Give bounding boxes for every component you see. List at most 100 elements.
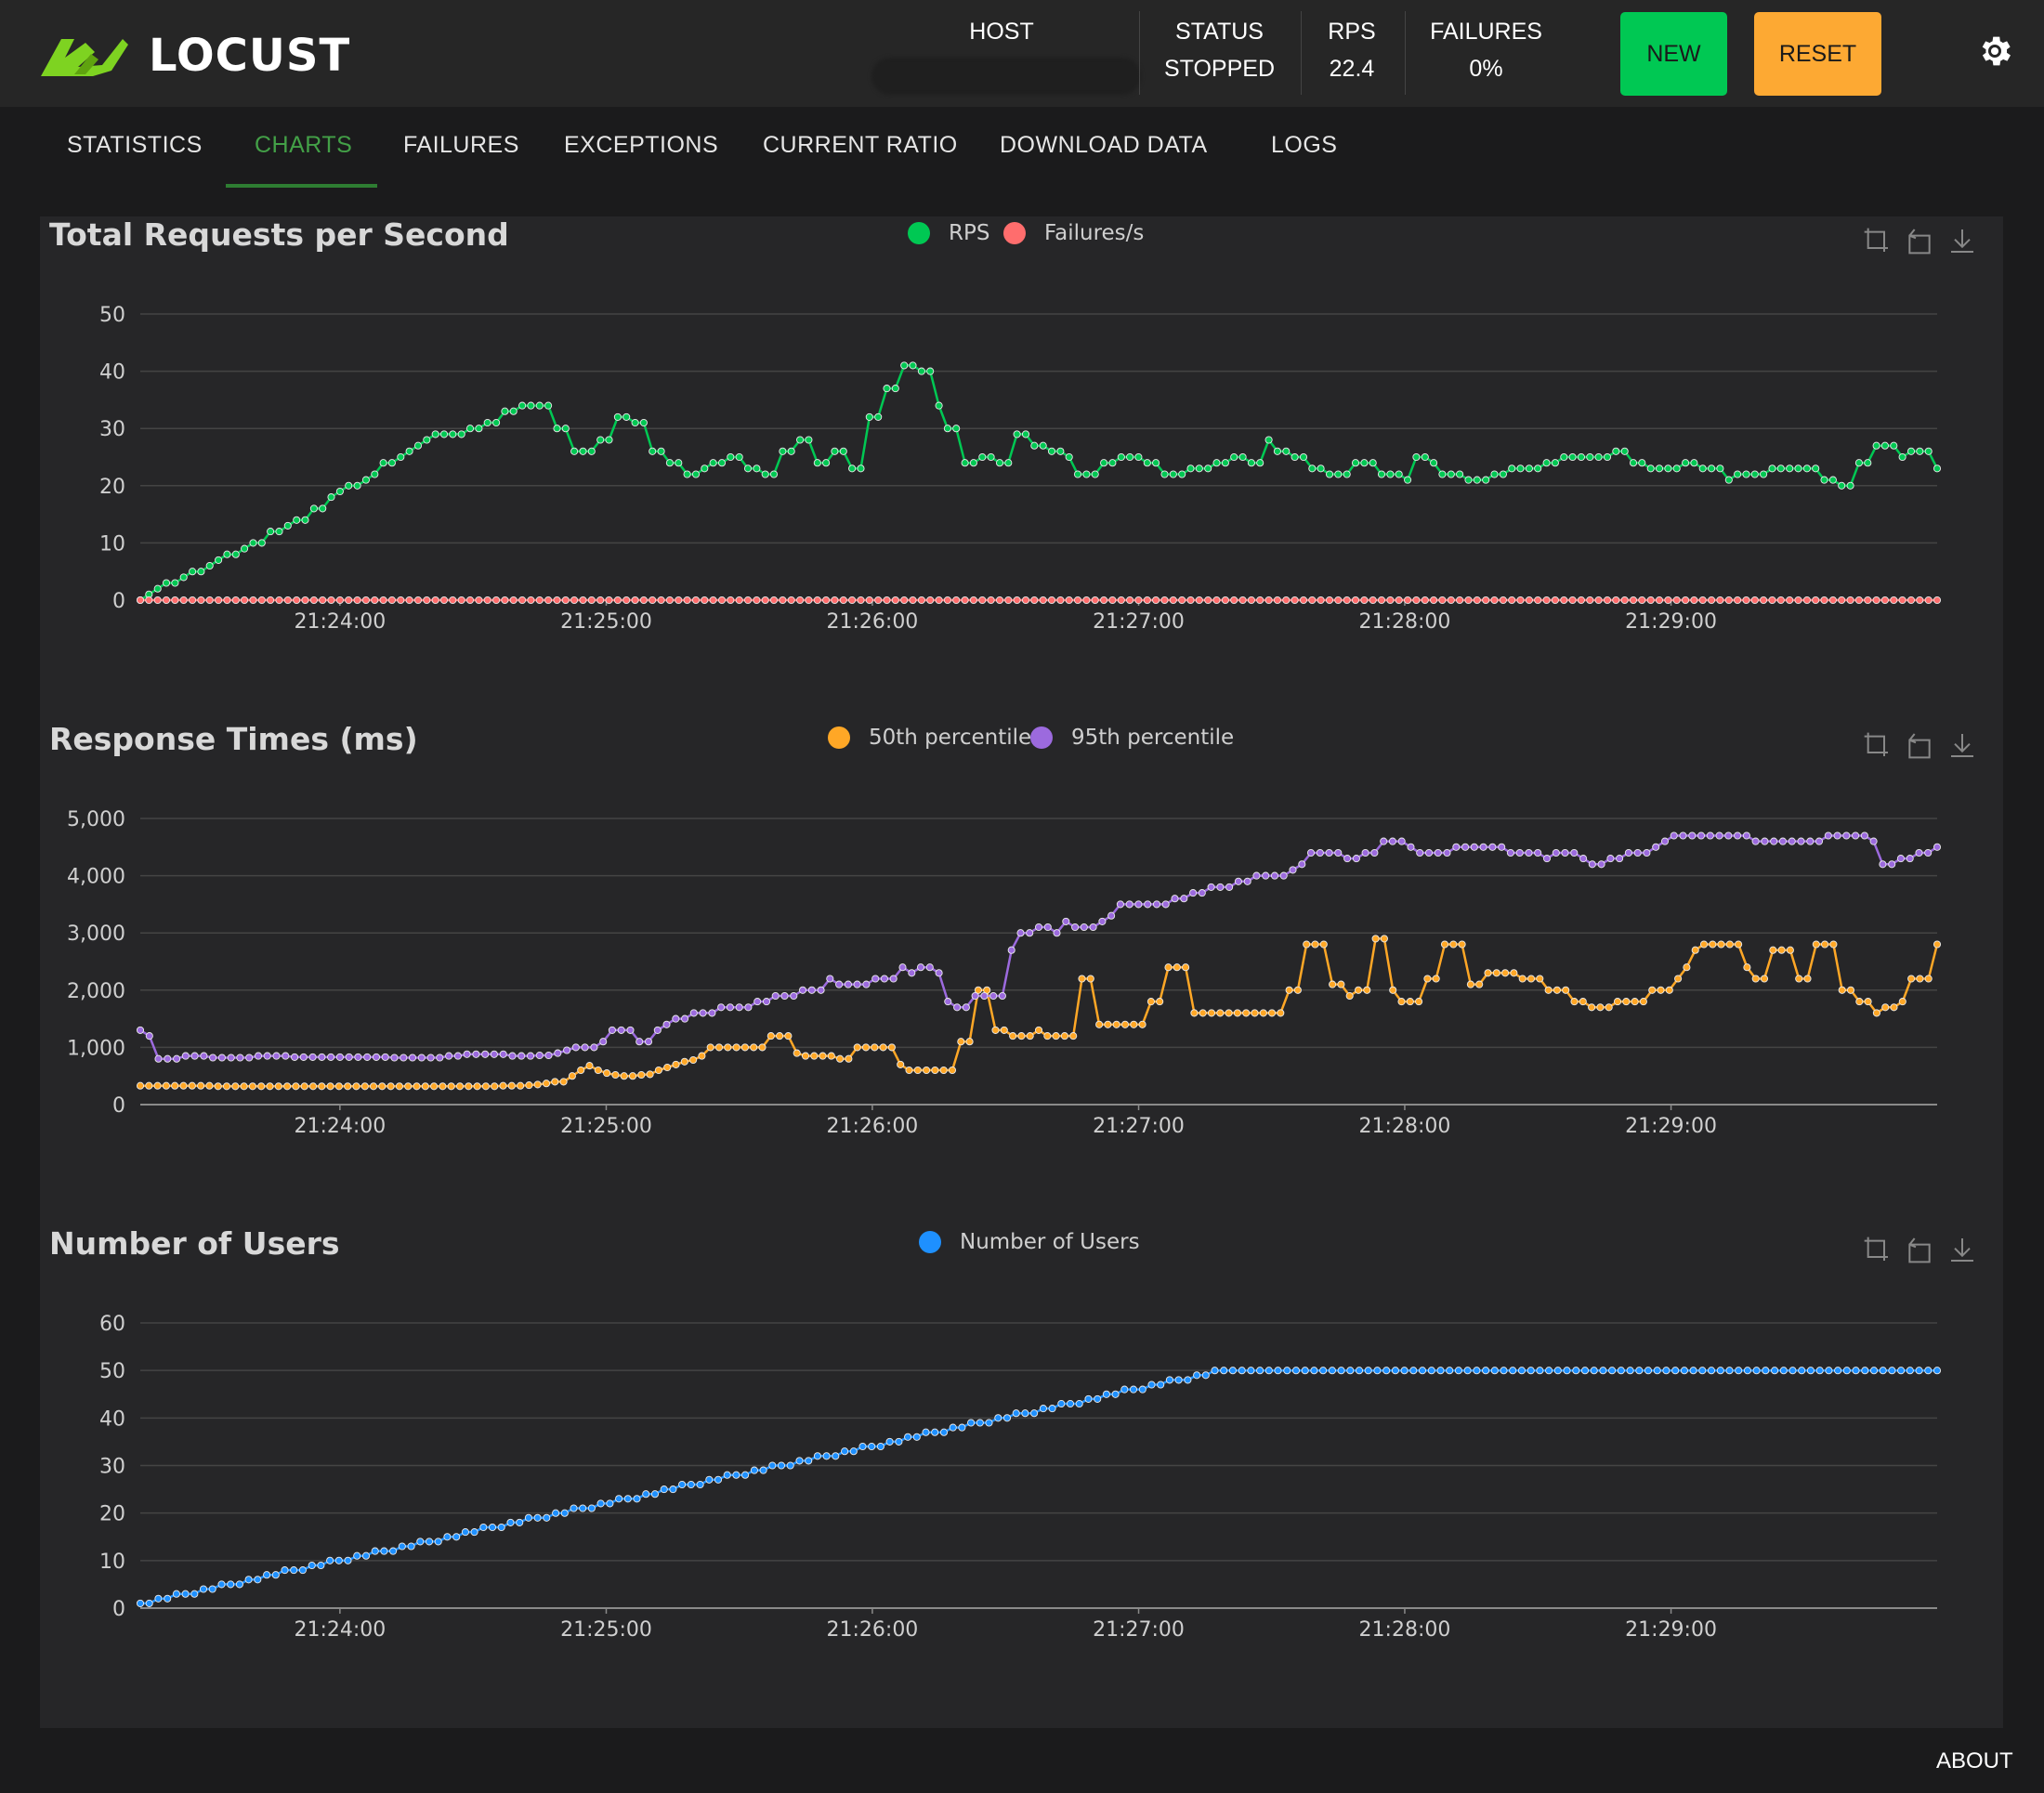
- data-point: [353, 481, 361, 490]
- data-point: [452, 1533, 461, 1541]
- tab-failures[interactable]: FAILURES: [403, 132, 519, 158]
- data-point: [1515, 848, 1524, 857]
- tab-exceptions[interactable]: EXCEPTIONS: [564, 132, 719, 158]
- data-point: [1256, 595, 1264, 605]
- about-link[interactable]: ABOUT: [1936, 1748, 2013, 1773]
- legend-rps[interactable]: RPS: [908, 221, 989, 245]
- data-point: [1786, 465, 1794, 473]
- settings-gear-icon[interactable]: [1975, 32, 2014, 71]
- response-times-chart: 0 1,000 2,000 3,000 4,000 5,000 21:24:00 21:25:…: [67, 808, 1942, 1138]
- data-point: [1273, 595, 1281, 605]
- data-point: [1388, 837, 1396, 845]
- data-point: [1190, 1009, 1199, 1017]
- data-point: [1916, 595, 1924, 605]
- legend-50th-percentile[interactable]: 50th percentile: [828, 726, 1031, 750]
- data-point: [1134, 452, 1143, 462]
- data-point: [1846, 986, 1855, 994]
- data-point: [1242, 1009, 1251, 1017]
- data-point: [517, 1081, 525, 1090]
- data-point: [1060, 1032, 1068, 1040]
- data-point: [533, 1513, 542, 1522]
- data-point: [1440, 940, 1449, 949]
- data-point: [1933, 843, 1942, 851]
- data-point: [397, 452, 405, 462]
- data-point: [397, 595, 405, 605]
- data-point: [723, 1471, 731, 1479]
- data-point: [717, 595, 727, 605]
- data-point: [653, 1026, 662, 1034]
- data-point: [1751, 975, 1760, 983]
- download-icon[interactable]: [1947, 226, 1977, 255]
- x-tick-label: 21:26:00: [827, 1115, 919, 1138]
- download-icon[interactable]: [1947, 730, 1977, 760]
- data-point: [905, 1066, 913, 1075]
- restore-icon[interactable]: [1905, 1235, 1934, 1264]
- data-point: [1267, 1009, 1277, 1017]
- data-point: [179, 595, 188, 605]
- data-point: [434, 1538, 442, 1546]
- restore-icon[interactable]: [1905, 730, 1934, 760]
- tab-statistics[interactable]: STATISTICS: [67, 132, 203, 158]
- x-tick-label: 21:28:00: [1359, 610, 1451, 634]
- data-point: [1021, 595, 1030, 605]
- data-point: [628, 1072, 637, 1080]
- data-point: [1833, 831, 1841, 840]
- data-point: [1735, 1367, 1743, 1375]
- data-point: [508, 1052, 517, 1060]
- data-point: [398, 1542, 406, 1551]
- data-point: [1751, 837, 1760, 845]
- data-point: [1160, 470, 1169, 478]
- data-point: [874, 595, 883, 605]
- data-point: [1490, 470, 1499, 478]
- data-point: [1629, 459, 1638, 467]
- data-point: [1742, 470, 1750, 478]
- tab-logs[interactable]: LOGS: [1271, 132, 1338, 158]
- data-point: [153, 584, 162, 593]
- data-point: [1482, 595, 1490, 605]
- legend-number-of-users[interactable]: Number of Users: [919, 1230, 1140, 1254]
- data-point: [363, 1053, 372, 1061]
- data-point: [1879, 860, 1887, 869]
- y-tick-label: 50: [99, 304, 125, 327]
- data-point: [136, 1026, 145, 1034]
- data-point: [164, 1594, 172, 1603]
- download-icon[interactable]: [1947, 1235, 1977, 1264]
- data-point: [1310, 1367, 1318, 1375]
- legend-failures[interactable]: Failures/s: [1003, 221, 1144, 245]
- zoom-icon[interactable]: [1862, 1235, 1892, 1264]
- tab-download-data[interactable]: DOWNLOAD DATA: [1000, 132, 1208, 158]
- data-point: [257, 539, 266, 547]
- data-point: [395, 1082, 403, 1091]
- legend-95th-percentile[interactable]: 95th percentile: [1030, 726, 1234, 750]
- new-button[interactable]: NEW: [1620, 12, 1727, 96]
- reset-button[interactable]: RESET: [1754, 12, 1881, 96]
- data-point: [1152, 459, 1160, 467]
- data-point: [1195, 595, 1203, 605]
- active-tab-indicator: [226, 184, 377, 188]
- tab-current-ratio[interactable]: CURRENT RATIO: [763, 132, 958, 158]
- tab-charts[interactable]: CHARTS: [255, 132, 353, 158]
- data-point: [771, 991, 780, 1001]
- data-point: [1325, 848, 1333, 857]
- data-point: [1664, 465, 1672, 473]
- data-point: [1568, 595, 1577, 605]
- data-point: [976, 1419, 984, 1427]
- restore-icon[interactable]: [1905, 226, 1934, 255]
- data-point: [283, 521, 292, 530]
- data-point: [1907, 975, 1916, 983]
- data-point: [1906, 1367, 1914, 1375]
- y-tick-label: 60: [99, 1313, 125, 1336]
- data-point: [1091, 470, 1099, 478]
- data-point: [372, 1053, 381, 1061]
- data-point: [1117, 595, 1125, 605]
- data-point: [431, 595, 439, 605]
- zoom-icon[interactable]: [1862, 730, 1892, 760]
- locust-logo[interactable]: LOCUST: [37, 28, 350, 84]
- y-tick-label: 30: [99, 418, 125, 441]
- data-point: [1458, 940, 1466, 949]
- data-point: [1490, 595, 1499, 605]
- data-point: [687, 1480, 695, 1489]
- data-point: [1370, 848, 1379, 857]
- zoom-icon[interactable]: [1862, 226, 1892, 255]
- data-point: [1864, 595, 1872, 605]
